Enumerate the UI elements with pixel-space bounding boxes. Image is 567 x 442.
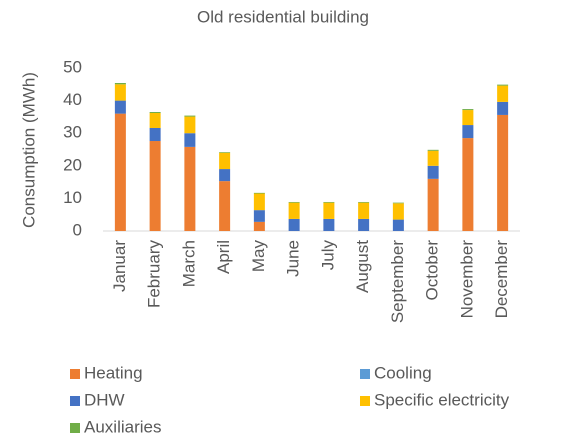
bar-segment — [462, 110, 474, 126]
bar-segment — [149, 112, 161, 128]
bar-segment — [288, 202, 300, 219]
bar-segment — [184, 133, 196, 147]
y-tick-label: 30 — [63, 123, 82, 142]
bar-segment — [462, 138, 474, 231]
bar-segment — [462, 109, 474, 111]
bar-segment — [219, 152, 231, 170]
bar-segment — [358, 202, 370, 219]
bar-segment — [149, 127, 161, 142]
bar-segment — [323, 201, 335, 203]
legend-swatch — [70, 369, 80, 379]
y-tick-label: 40 — [63, 90, 82, 109]
bar-segment — [497, 84, 509, 86]
bar-segment — [462, 125, 474, 139]
x-tick-label: August — [353, 240, 372, 293]
bar-segment — [497, 85, 509, 102]
y-tick-label: 50 — [63, 57, 82, 76]
x-tick-label: February — [145, 240, 164, 309]
bar-segment — [219, 181, 231, 231]
x-tick-label: December — [492, 240, 511, 319]
y-axis-label: Consumption (MWh) — [19, 72, 38, 228]
x-tick-label: April — [214, 240, 233, 274]
bar-segment — [497, 101, 509, 115]
bar-segment — [149, 141, 161, 231]
legend-swatch — [360, 396, 370, 406]
bar-segment — [149, 112, 161, 113]
bar-segment — [219, 169, 231, 182]
bar-segment — [358, 201, 370, 203]
y-tick-label: 0 — [73, 220, 82, 239]
legend-label: Auxiliaries — [84, 417, 161, 436]
bar-segment — [219, 152, 231, 153]
bar-segment — [114, 100, 126, 114]
x-tick-label: November — [457, 240, 476, 319]
bar-segment — [427, 178, 439, 231]
bar-segment — [114, 84, 126, 101]
x-tick-label: September — [388, 240, 407, 323]
bar-segment — [427, 165, 439, 179]
bar-segment — [427, 150, 439, 166]
legend-label: Specific electricity — [374, 390, 510, 409]
bar-segment — [427, 149, 439, 151]
bar-segment — [253, 221, 265, 231]
legend-label: Heating — [84, 363, 143, 382]
bar-segment — [497, 114, 509, 231]
bar-segment — [358, 218, 370, 231]
x-tick-label: May — [249, 240, 268, 273]
legend-swatch — [70, 396, 80, 406]
y-tick-label: 20 — [63, 155, 82, 174]
legend-label: DHW — [84, 390, 125, 409]
bar-segment — [392, 203, 404, 220]
bar-segment — [253, 210, 265, 222]
bar-segment — [288, 218, 300, 231]
bar-segment — [184, 116, 196, 134]
bar-segment — [323, 202, 335, 219]
bar-segment — [392, 202, 404, 204]
x-tick-label: June — [284, 240, 303, 277]
y-tick-label: 10 — [63, 188, 82, 207]
bar-segment — [392, 219, 404, 231]
legend-swatch — [360, 369, 370, 379]
legend-label: Cooling — [374, 363, 432, 382]
bar-segment — [253, 192, 265, 194]
bar-segment — [288, 201, 300, 203]
chart-title: Old residential building — [197, 7, 369, 26]
bar-segment — [114, 82, 126, 85]
legend-swatch — [70, 423, 80, 433]
x-tick-label: October — [423, 240, 442, 301]
bar-segment — [184, 115, 196, 117]
bar-segment — [184, 146, 196, 231]
x-tick-label: Januar — [110, 240, 129, 292]
bar-segment — [114, 113, 126, 231]
x-tick-label: July — [318, 240, 337, 271]
bar-segment — [253, 193, 265, 211]
bar-segment — [323, 218, 335, 231]
x-tick-label: March — [179, 240, 198, 287]
